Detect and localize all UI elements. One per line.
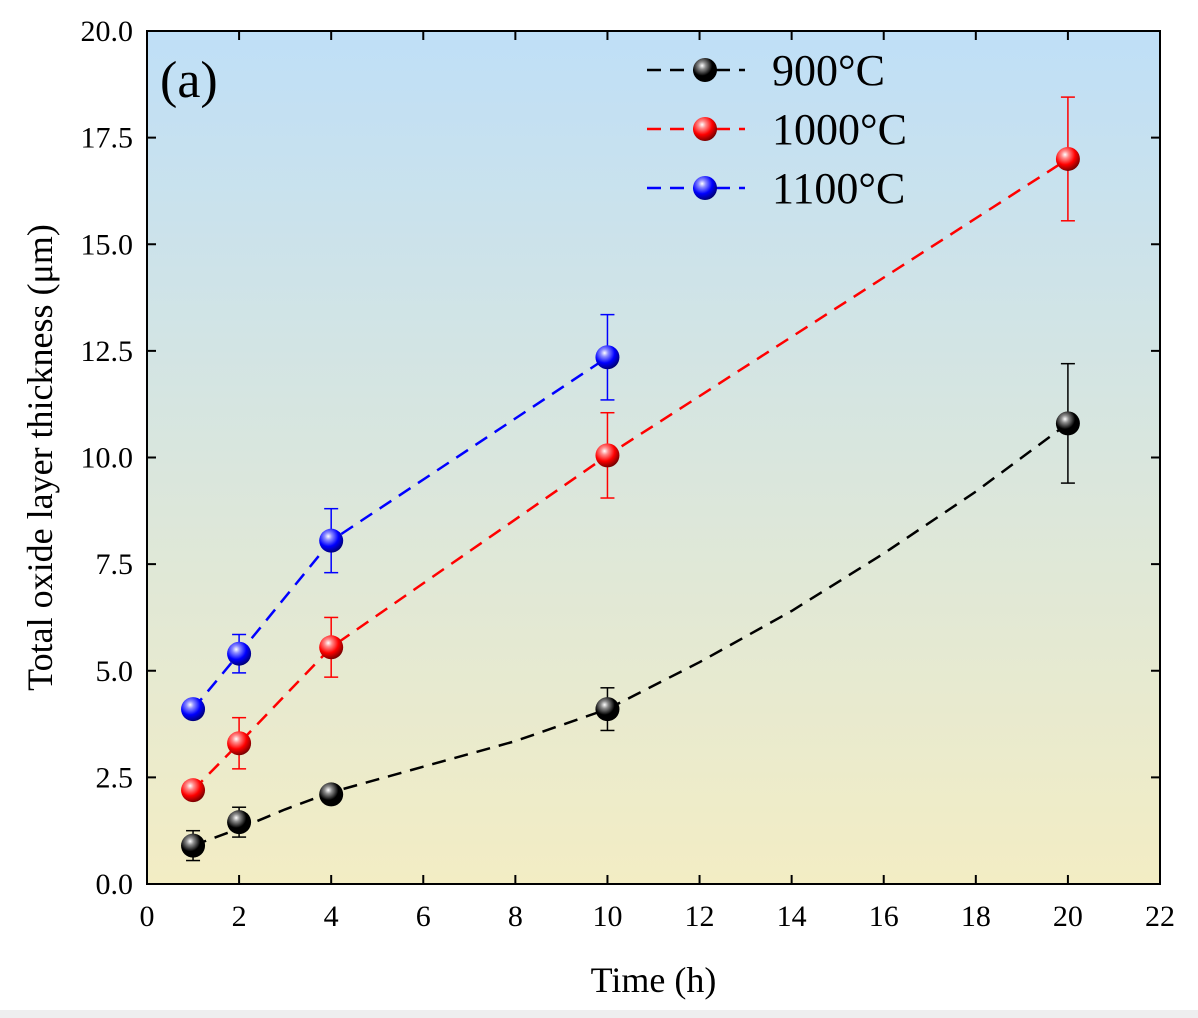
legend-label: 900°C xyxy=(772,46,885,95)
data-point-series-1 xyxy=(227,810,252,835)
data-point-series-1 xyxy=(319,782,344,807)
x-tick-label: 2 xyxy=(232,900,247,933)
x-tick-label: 16 xyxy=(869,900,899,933)
panel-label: (a) xyxy=(160,52,218,109)
data-point-series-2 xyxy=(595,443,620,468)
x-tick-label: 14 xyxy=(777,900,807,933)
data-point-series-1 xyxy=(595,697,620,722)
x-tick-label: 12 xyxy=(685,900,715,933)
y-tick-label: 15.0 xyxy=(81,228,134,261)
data-point-series-3 xyxy=(181,697,206,722)
x-tick-label: 18 xyxy=(961,900,991,933)
data-point-series-3 xyxy=(227,641,252,666)
y-tick-label: 0.0 xyxy=(96,868,134,901)
legend-marker xyxy=(693,176,717,200)
y-tick-label: 7.5 xyxy=(96,548,134,581)
fit-line-series-2 xyxy=(192,157,1069,792)
x-tick-label: 4 xyxy=(324,900,339,933)
data-point-series-1 xyxy=(1055,411,1080,436)
plot-background xyxy=(147,31,1160,884)
data-point-series-2 xyxy=(227,731,252,756)
bottom-strip xyxy=(0,1010,1198,1018)
data-point-series-1 xyxy=(181,833,206,858)
y-tick-label: 17.5 xyxy=(81,122,134,155)
data-point-series-2 xyxy=(319,635,344,660)
y-tick-label: 12.5 xyxy=(81,335,134,368)
x-tick-label: 10 xyxy=(592,900,622,933)
fit-line-series-3 xyxy=(192,356,609,710)
legend-label: 1100°C xyxy=(772,164,905,213)
y-tick-label: 5.0 xyxy=(96,655,134,688)
x-tick-label: 0 xyxy=(140,900,155,933)
y-axis-title: Total oxide layer thickness (μm) xyxy=(20,224,60,691)
data-point-series-3 xyxy=(319,528,344,553)
legend-marker xyxy=(693,117,717,141)
x-axis-title: Time (h) xyxy=(591,960,717,1000)
data-point-series-2 xyxy=(1055,146,1080,171)
y-tick-label: 20.0 xyxy=(81,15,134,48)
x-tick-label: 22 xyxy=(1145,900,1175,933)
legend-label: 1000°C xyxy=(772,105,907,154)
x-tick-label: 6 xyxy=(416,900,431,933)
fit-line-series-1 xyxy=(192,422,1069,847)
x-tick-label: 8 xyxy=(508,900,523,933)
data-point-series-2 xyxy=(181,778,206,803)
x-tick-label: 20 xyxy=(1053,900,1083,933)
y-tick-label: 2.5 xyxy=(96,761,134,794)
legend-marker xyxy=(693,58,717,82)
y-tick-label: 10.0 xyxy=(81,442,134,475)
data-point-series-3 xyxy=(595,345,620,370)
